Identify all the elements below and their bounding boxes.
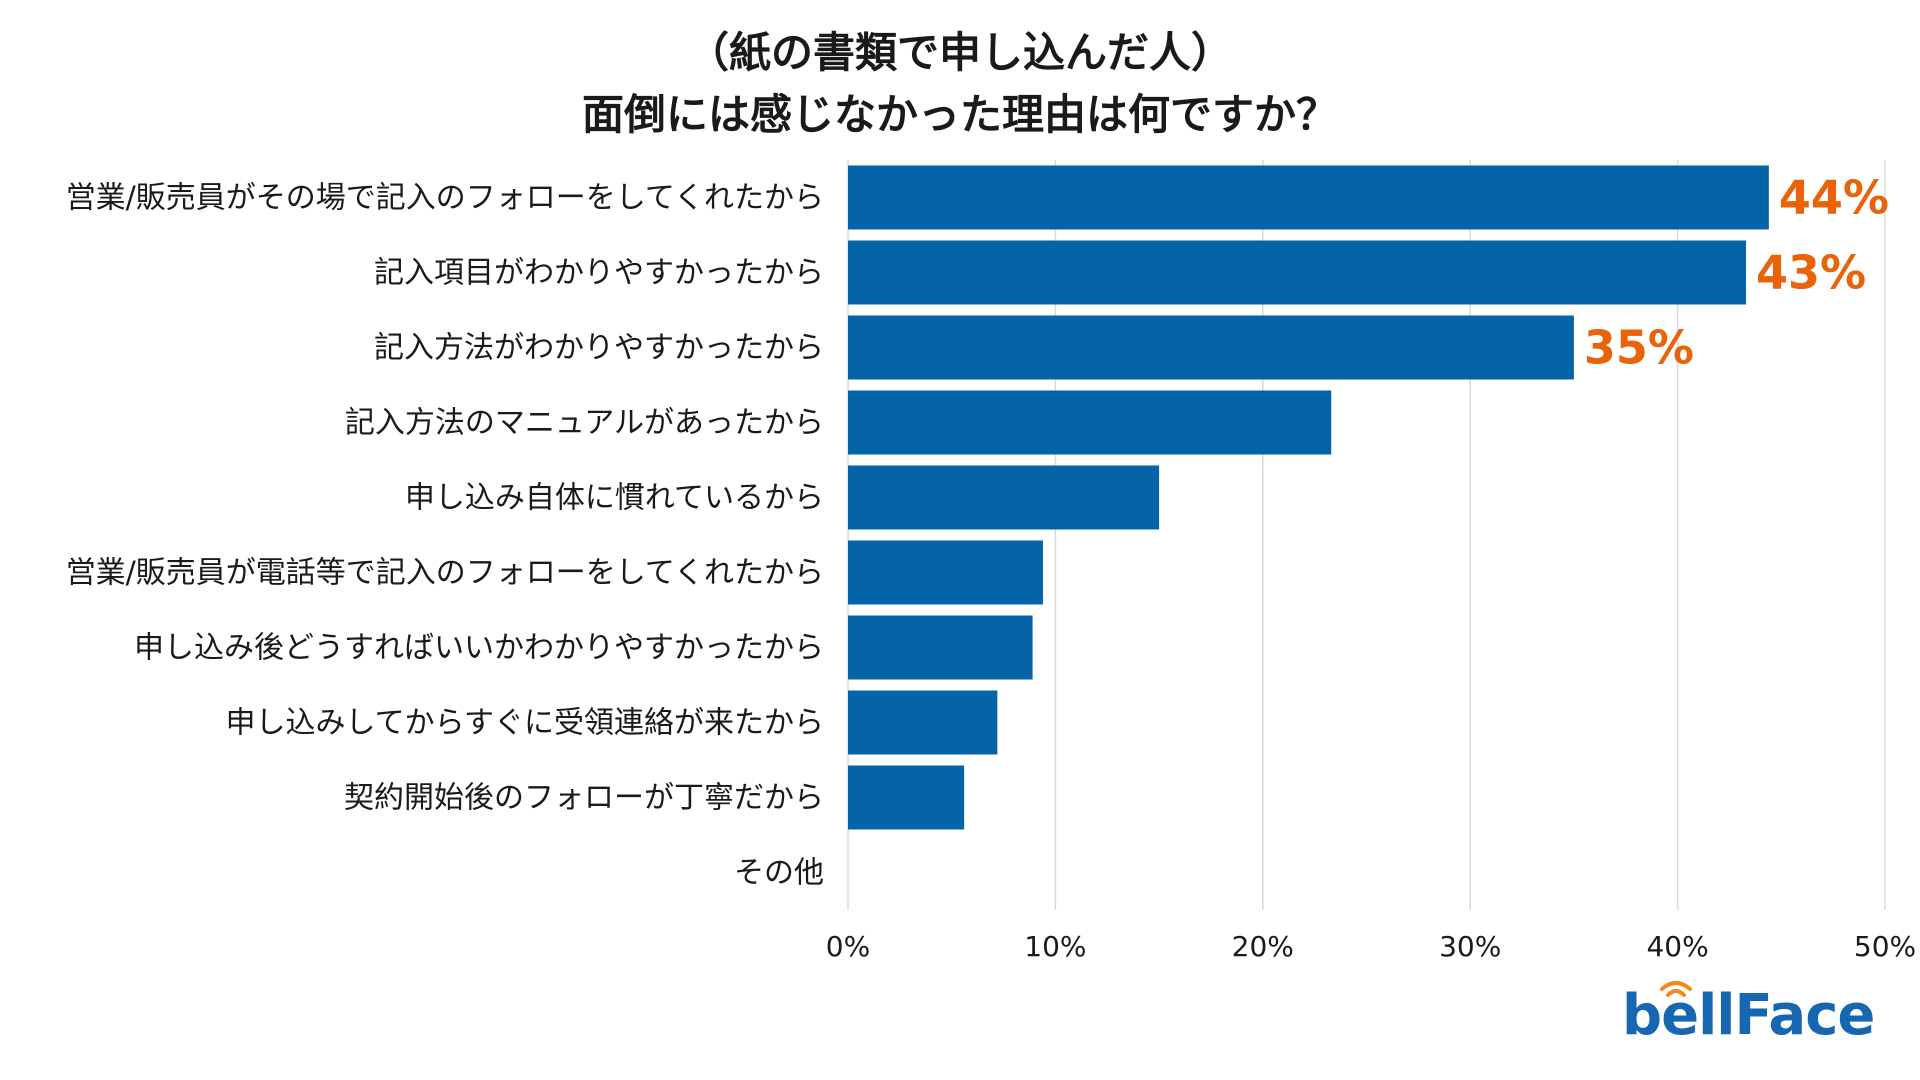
- bar: [848, 465, 1160, 530]
- chart-title-line-1: （紙の書類で申し込んだ人）: [686, 28, 1233, 77]
- x-tick-label: 30%: [1439, 930, 1501, 963]
- category-label: 記入方法がわかりやすかったから: [374, 331, 824, 366]
- category-label: 申し込みしてからすぐに受領連絡が来たから: [226, 706, 825, 741]
- bar: [848, 765, 965, 830]
- bar: [848, 315, 1574, 380]
- logo-text: bellFace: [1622, 983, 1875, 1048]
- category-label: 営業/販売員がその場で記入のフォローをしてくれたから: [66, 181, 824, 216]
- bar-layer: [848, 165, 1769, 830]
- data-label: 44%: [1779, 171, 1889, 225]
- x-axis-ticks: 0% 10% 20% 30% 40% 50%: [826, 930, 1916, 963]
- category-label: その他: [734, 856, 824, 891]
- data-label: 35%: [1584, 321, 1694, 375]
- category-label: 記入方法のマニュアルがあったから: [345, 406, 824, 441]
- x-tick-label: 10%: [1024, 930, 1086, 963]
- x-tick-label: 20%: [1232, 930, 1294, 963]
- category-label: 記入項目がわかりやすかったから: [374, 256, 824, 291]
- bar: [848, 240, 1747, 305]
- x-tick-label: 50%: [1854, 930, 1916, 963]
- x-tick-label: 0%: [826, 930, 870, 963]
- bar: [848, 615, 1033, 680]
- category-label: 申し込み後どうすればいいかわかりやすかったから: [134, 631, 824, 666]
- data-label: 43%: [1756, 246, 1866, 300]
- bellface-logo: bellFace: [1622, 975, 1892, 1065]
- x-tick-label: 40%: [1646, 930, 1708, 963]
- category-label: 申し込み自体に慣れているから: [405, 481, 824, 516]
- bar: [848, 540, 1043, 605]
- bar: [848, 390, 1332, 455]
- category-label: 営業/販売員が電話等で記入のフォローをしてくれたから: [66, 556, 824, 591]
- chart-title-line-2: 面倒には感じなかった理由は何ですか？: [581, 90, 1338, 139]
- category-labels: 営業/販売員がその場で記入のフォローをしてくれたから記入項目がわかりやすかったか…: [66, 181, 824, 891]
- bar: [848, 690, 998, 755]
- bar: [848, 165, 1769, 230]
- signal-wave-icon: [1660, 981, 1692, 997]
- data-labels: 44% 43% 35%: [1584, 171, 1889, 375]
- category-label: 契約開始後のフォローが丁寧だから: [344, 781, 824, 816]
- chart-title: （紙の書類で申し込んだ人） 面倒には感じなかった理由は何ですか？: [0, 22, 1920, 146]
